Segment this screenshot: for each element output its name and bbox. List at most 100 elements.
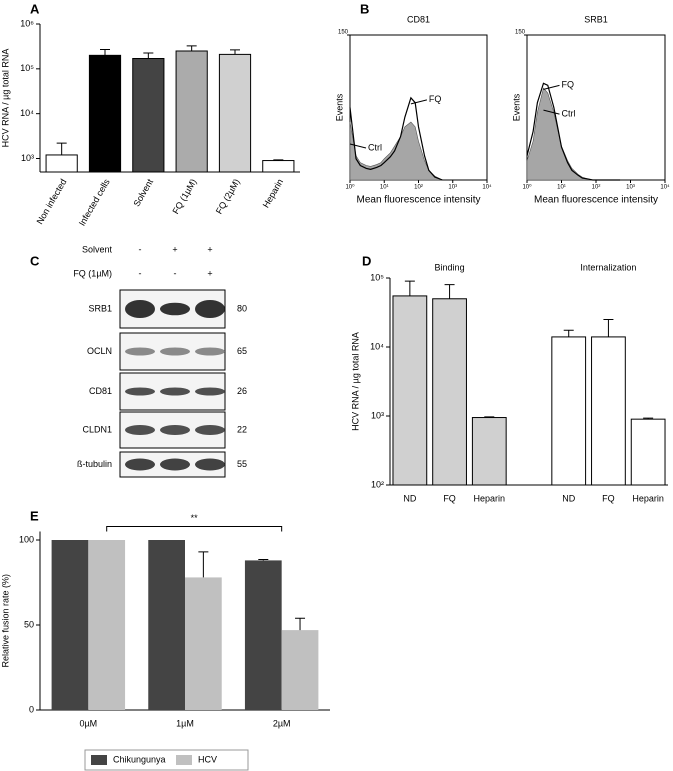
blot-band [160, 425, 190, 435]
y-tick-label: 10⁴ [20, 108, 34, 118]
legend-box [84, 749, 249, 771]
bar [51, 540, 89, 710]
x-tick-label: 1µM [176, 718, 194, 728]
x-tick-label: Non infected [35, 177, 69, 226]
chart-title: SRB1 [584, 14, 608, 24]
error-bar [186, 45, 197, 51]
blot-band [160, 458, 190, 471]
y-axis-label: Events [511, 93, 521, 121]
error-bar [198, 551, 209, 578]
blot-band [160, 302, 190, 316]
x-tick-label: 10⁰ [522, 184, 532, 191]
line [349, 96, 443, 181]
group-label: Binding [435, 262, 465, 272]
group-label: Internalization [580, 262, 636, 272]
error-bar [295, 617, 306, 631]
molecular-weight: 26 [237, 386, 247, 396]
error-bar [143, 52, 154, 59]
annotation-leader [543, 84, 560, 90]
x-axis-label: Mean fluorescence intensity [357, 195, 481, 206]
bar [281, 630, 319, 710]
x-tick-label: FQ [443, 493, 456, 503]
blot-band [195, 425, 225, 435]
x-tick-label: 0µM [79, 718, 97, 728]
y-tick-label: 10⁵ [20, 63, 34, 73]
x-tick-label: 10² [592, 185, 601, 191]
bar [471, 417, 507, 486]
x-tick-label: Heparin [474, 493, 506, 503]
x-axis-label: Mean fluorescence intensity [534, 195, 658, 206]
blot-band [160, 387, 190, 396]
error-bar [603, 319, 614, 337]
panel-label: E [30, 508, 39, 523]
panel-label: C [30, 253, 40, 268]
condition-label: FQ (1µM) [73, 268, 112, 278]
y-tick-label: 10³ [371, 410, 384, 420]
y-axis-label: HCV RNA / µg total RNA [350, 332, 360, 431]
condition-label: Solvent [82, 244, 113, 254]
condition-mark: + [207, 268, 212, 278]
y-tick-label: 50 [24, 619, 34, 629]
x-tick-label: 10³ [626, 185, 635, 191]
protein-label: CD81 [89, 386, 112, 396]
y-tick-label: 10⁴ [370, 341, 384, 351]
y-tick-label: 150 [338, 30, 349, 36]
series-annotation: Ctrl [368, 142, 382, 152]
y-axis-label: Relative fusion rate (%) [0, 574, 10, 668]
panel-label: D [362, 253, 371, 268]
bar [185, 577, 222, 710]
x-tick-label: Heparin [632, 493, 664, 503]
y-tick-label: 150 [515, 30, 526, 36]
molecular-weight: 80 [237, 303, 247, 313]
panel-label: B [360, 1, 369, 16]
error-bar [273, 159, 284, 161]
bar [392, 295, 428, 486]
bar [218, 53, 252, 173]
bar [148, 540, 185, 710]
significance-bracket [106, 526, 283, 532]
error-bar [563, 329, 574, 337]
x-tick-label: Heparin [261, 177, 285, 209]
blot-band [195, 458, 225, 471]
series-annotation: Ctrl [561, 109, 575, 119]
x-tick-label: 10¹ [557, 185, 566, 191]
chart-title: CD81 [407, 14, 430, 24]
protein-label: SRB1 [88, 303, 112, 313]
blot-band [195, 387, 225, 396]
molecular-weight: 22 [237, 424, 247, 434]
bar [175, 50, 208, 173]
molecular-weight: 65 [237, 346, 247, 356]
x-tick-label: 10⁴ [660, 184, 670, 191]
y-tick-label: 10² [371, 479, 384, 489]
annotation-leader [543, 109, 560, 115]
bar [88, 540, 126, 710]
blot-band [125, 347, 155, 356]
y-axis-label: Events [334, 93, 344, 121]
blot-band [125, 458, 155, 471]
x-tick-label: 10⁰ [345, 184, 355, 191]
x-tick-label: 10⁴ [482, 184, 492, 191]
bar [244, 560, 282, 710]
blot-band [195, 347, 225, 356]
condition-mark: - [139, 268, 142, 278]
error-bar [444, 284, 455, 299]
y-tick-label: 10⁵ [370, 272, 384, 282]
blot-band [195, 300, 225, 318]
protein-label: OCLN [87, 346, 112, 356]
blot-band [125, 425, 155, 435]
condition-mark: + [207, 244, 212, 254]
x-tick-label: FQ (2µM) [214, 177, 242, 216]
blot-band [125, 387, 155, 396]
bar [551, 336, 587, 486]
significance-label: ** [191, 513, 199, 523]
x-tick-label: Infected cells [77, 177, 112, 228]
x-tick-label: 10² [414, 185, 423, 191]
legend-swatch [91, 755, 107, 765]
blot-band [160, 347, 190, 356]
x-tick-label: FQ (1µM) [170, 177, 198, 216]
panel-label: A [30, 1, 40, 16]
series-annotation: FQ [429, 94, 442, 104]
error-bar [484, 416, 495, 418]
blot-band [125, 300, 155, 318]
